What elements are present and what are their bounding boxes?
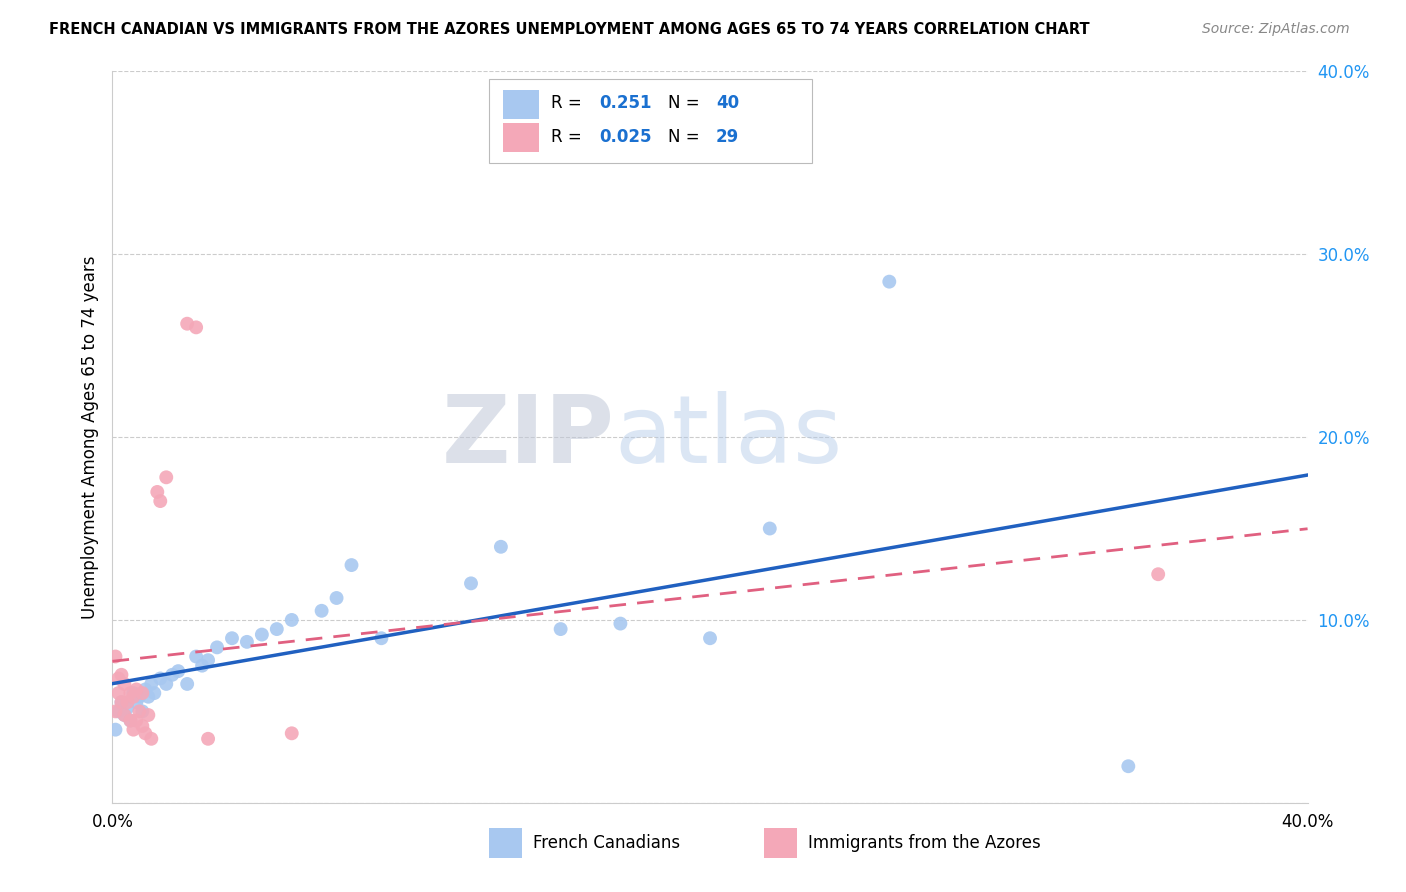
Point	[104, 705, 127, 719]
Point	[205, 640, 228, 655]
Point	[325, 591, 347, 605]
Point	[167, 664, 190, 678]
Point	[460, 576, 482, 591]
Point	[138, 708, 160, 723]
Bar	[503, 89, 538, 119]
Point	[1147, 567, 1170, 582]
Point	[141, 731, 163, 746]
Point	[143, 686, 166, 700]
Point	[146, 485, 169, 500]
Text: N =: N =	[668, 128, 704, 146]
Point	[879, 275, 901, 289]
Point	[114, 677, 135, 691]
Point	[114, 708, 135, 723]
Point	[197, 731, 219, 746]
Point	[236, 635, 259, 649]
Point	[120, 686, 142, 700]
Point	[110, 667, 132, 681]
Point	[110, 695, 132, 709]
Point	[550, 622, 572, 636]
Point	[197, 653, 219, 667]
Text: French Canadians: French Canadians	[533, 834, 681, 852]
Point	[759, 521, 782, 535]
Point	[250, 627, 273, 641]
Bar	[763, 829, 797, 858]
Y-axis label: Unemployment Among Ages 65 to 74 years: Unemployment Among Ages 65 to 74 years	[80, 255, 98, 619]
Text: 0.025: 0.025	[599, 128, 651, 146]
Point	[149, 672, 172, 686]
Point	[125, 695, 148, 709]
Point	[221, 632, 243, 646]
Point	[131, 686, 153, 700]
Text: N =: N =	[668, 94, 704, 112]
Point	[110, 695, 132, 709]
Point	[120, 714, 142, 728]
Point	[176, 677, 198, 691]
Point	[122, 686, 145, 700]
Point	[107, 672, 129, 686]
Point	[131, 719, 153, 733]
Point	[122, 690, 145, 704]
Text: R =: R =	[551, 128, 588, 146]
Bar	[489, 829, 523, 858]
Point	[370, 632, 392, 646]
Text: ZIP: ZIP	[441, 391, 614, 483]
Text: atlas: atlas	[614, 391, 842, 483]
Point	[162, 667, 183, 681]
Point	[117, 695, 139, 709]
Point	[281, 613, 304, 627]
Point	[149, 494, 172, 508]
Point	[131, 705, 153, 719]
Point	[340, 558, 363, 573]
Point	[155, 470, 177, 484]
Point	[125, 682, 148, 697]
Point	[266, 622, 288, 636]
Text: 0.251: 0.251	[599, 94, 651, 112]
Point	[104, 723, 127, 737]
Point	[176, 317, 198, 331]
Point	[186, 320, 208, 334]
Point	[128, 705, 150, 719]
Point	[125, 714, 148, 728]
Text: 40: 40	[716, 94, 740, 112]
Point	[107, 686, 129, 700]
Text: 29: 29	[716, 128, 740, 146]
Point	[122, 723, 145, 737]
Point	[281, 726, 304, 740]
Point	[609, 616, 631, 631]
Point	[155, 677, 177, 691]
Text: Source: ZipAtlas.com: Source: ZipAtlas.com	[1202, 22, 1350, 37]
FancyBboxPatch shape	[489, 78, 811, 163]
Point	[114, 708, 135, 723]
Point	[699, 632, 721, 646]
Bar	[503, 122, 538, 152]
Point	[104, 649, 127, 664]
Point	[186, 649, 208, 664]
Text: FRENCH CANADIAN VS IMMIGRANTS FROM THE AZORES UNEMPLOYMENT AMONG AGES 65 TO 74 Y: FRENCH CANADIAN VS IMMIGRANTS FROM THE A…	[49, 22, 1090, 37]
Point	[138, 690, 160, 704]
Point	[191, 658, 214, 673]
Point	[128, 690, 150, 704]
Text: R =: R =	[551, 94, 588, 112]
Point	[311, 604, 333, 618]
Point	[120, 714, 142, 728]
Point	[489, 540, 512, 554]
Text: Immigrants from the Azores: Immigrants from the Azores	[808, 834, 1040, 852]
Point	[141, 677, 163, 691]
Point	[117, 700, 139, 714]
Point	[134, 726, 156, 740]
Point	[1118, 759, 1140, 773]
Point	[107, 705, 129, 719]
Point	[134, 682, 156, 697]
